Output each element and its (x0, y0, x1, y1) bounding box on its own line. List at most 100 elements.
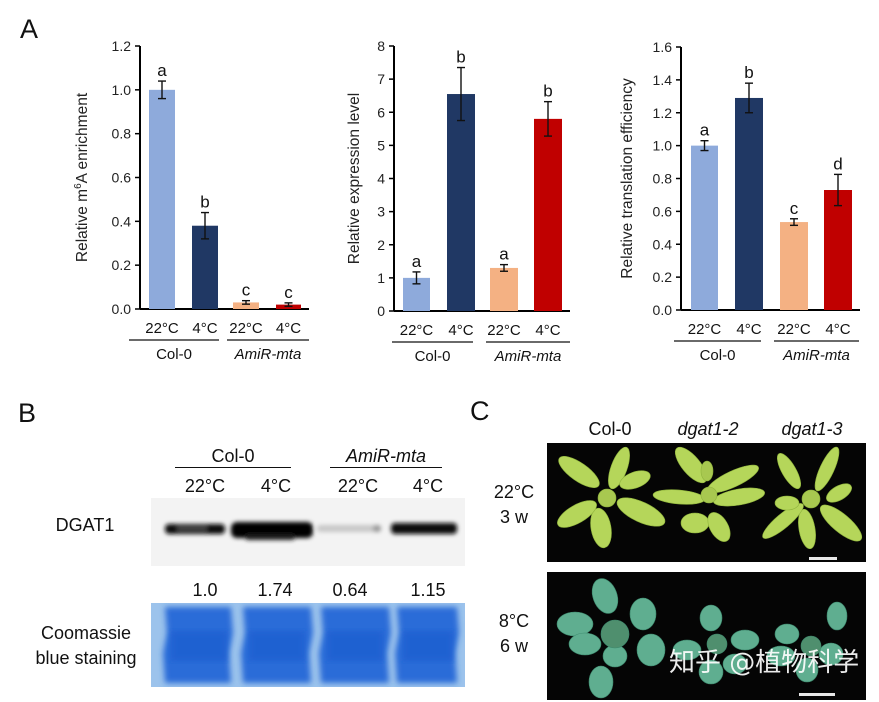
y-axis-label: Relative translation efficiency (619, 78, 636, 279)
quant-value-1: 1.0 (192, 580, 218, 600)
y-tick-label: 0.8 (112, 126, 132, 142)
quant-value-4: 1.15 (410, 580, 446, 600)
x-tick-label: 4°C (535, 322, 560, 339)
y-tick-label: 8 (377, 38, 385, 54)
group-label: AmiR-mta (782, 347, 850, 364)
y-tick-label: 1.0 (653, 138, 673, 154)
x-tick-label: 22°C (487, 322, 521, 339)
panel-label-b: B (18, 398, 37, 428)
lane-label-4: 4°C (412, 476, 444, 496)
x-tick-label: 4°C (192, 320, 217, 337)
scale-bar-8c (799, 693, 835, 696)
y-tick-label: 0.8 (653, 171, 673, 187)
bar: b 4°C (447, 48, 475, 339)
bar: a 22°C (145, 61, 179, 337)
bar: b 4°C (192, 193, 218, 337)
coomassie-stain-image (151, 603, 465, 687)
y-tick-label: 4 (377, 171, 385, 187)
bar: a 22°C (400, 252, 434, 339)
bar: b 4°C (534, 82, 562, 339)
y-axis: 0.0 0.2 0.4 0.6 0.8 1.0 1.2 1.4 1.6 (653, 39, 682, 318)
y-tick-label: 0.6 (653, 203, 673, 219)
group-label-col0: Col-0 (211, 446, 255, 466)
y-tick-label: 1.2 (653, 105, 673, 121)
x-tick-label: 4°C (276, 320, 301, 337)
y-tick-label: 1 (377, 270, 385, 286)
y-tick-label: 0.4 (112, 213, 132, 229)
lane-label-2: 4°C (260, 476, 292, 496)
x-tick-label: 4°C (448, 322, 473, 339)
group-underline-col0 (175, 467, 291, 468)
genotype-label-col0: Col-0 (588, 419, 632, 439)
group-label-amir-mta: AmiR-mta (346, 446, 426, 466)
y-tick-label: 0 (377, 303, 385, 319)
row1-temp-label: 22°C (493, 482, 535, 502)
western-blot-panel: Col-0 AmiR-mta 22°C 4°C 22°C 4°C DGAT1 1… (35, 446, 465, 687)
group-label: Col-0 (415, 348, 451, 365)
y-axis-label: Relative m6A enrichment (73, 92, 91, 262)
significance-letter: d (833, 154, 842, 173)
y-tick-label: 0.0 (112, 301, 132, 317)
x-tick-label: 4°C (736, 321, 761, 338)
y-tick-label: 3 (377, 204, 385, 220)
significance-letter: c (284, 283, 293, 302)
y-tick-label: 1.0 (112, 82, 132, 98)
bar: a 22°C (688, 121, 722, 338)
y-axis: 0 1 2 3 4 5 6 7 8 (377, 38, 395, 319)
bar: a 22°C (487, 245, 521, 339)
row2-time-label: 6 w (499, 636, 528, 656)
significance-letter: a (700, 121, 710, 140)
bar: b 4°C (735, 63, 763, 338)
quant-value-3: 0.64 (332, 580, 368, 600)
y-tick-label: 0.0 (653, 302, 673, 318)
group-label: Col-0 (700, 347, 736, 364)
plant-photo-8c: 知乎 @植物科学 (547, 572, 866, 700)
bar: c 4°C (276, 283, 301, 337)
expression-level-bar-chart: 0 1 2 3 4 5 6 7 8 Relative expression level a 22°C b… (340, 30, 600, 370)
genotype-label-dgat1-2: dgat1-2 (677, 419, 739, 439)
lane-label-3: 22°C (337, 476, 379, 496)
plant-photo-22c (547, 443, 866, 562)
m6a-enrichment-bar-chart: 0.0 0.2 0.4 0.6 0.8 1.0 1.2 Relative m6A enrich… (70, 30, 320, 370)
significance-letter: b (200, 193, 209, 212)
genotype-label-dgat1-3: dgat1-3 (781, 419, 843, 439)
panel-label-a: A (20, 14, 39, 44)
group-label: Col-0 (156, 346, 192, 363)
x-tick-label: 22°C (145, 320, 179, 337)
quant-value-2: 1.74 (257, 580, 293, 600)
x-tick-label: 22°C (777, 321, 811, 338)
x-tick-label: 22°C (400, 322, 434, 339)
significance-letter: a (412, 252, 422, 271)
significance-letter: b (744, 63, 753, 82)
y-axis-label: Relative expression level (346, 93, 363, 264)
group-label: AmiR-mta (234, 346, 302, 363)
y-tick-label: 5 (377, 137, 385, 153)
significance-letter: c (790, 199, 799, 218)
significance-letter: a (499, 245, 509, 264)
significance-letter: b (456, 48, 465, 67)
y-tick-label: 0.2 (112, 257, 132, 273)
loading-label-line1: Coomassie (40, 623, 132, 643)
y-tick-label: 0.6 (112, 170, 132, 186)
group-underline-amir-mta (330, 467, 442, 468)
translation-efficiency-bar-chart: 0.0 0.2 0.4 0.6 0.8 1.0 1.2 1.4 1.6 Relative tran… (615, 30, 879, 370)
row2-temp-label: 8°C (498, 611, 530, 631)
y-tick-label: 7 (377, 71, 385, 87)
y-tick-label: 1.4 (653, 72, 673, 88)
y-axis: 0.0 0.2 0.4 0.6 0.8 1.0 1.2 (112, 38, 141, 317)
protein-label-dgat1: DGAT1 (55, 515, 115, 535)
dgat1-blot-image (151, 498, 465, 566)
row1-time-label: 3 w (499, 507, 528, 527)
y-tick-label: 1.6 (653, 39, 673, 55)
group-label: AmiR-mta (494, 348, 562, 365)
bar: d 4°C (824, 154, 852, 338)
y-tick-label: 2 (377, 237, 385, 253)
scale-bar-22c (809, 557, 837, 560)
watermark-text: 知乎 @植物科学 (669, 648, 860, 678)
y-tick-label: 0.4 (653, 236, 673, 252)
y-tick-label: 6 (377, 104, 385, 120)
x-tick-label: 22°C (229, 320, 263, 337)
x-tick-label: 4°C (825, 321, 850, 338)
significance-letter: c (242, 281, 251, 300)
bar: c 22°C (777, 199, 811, 338)
